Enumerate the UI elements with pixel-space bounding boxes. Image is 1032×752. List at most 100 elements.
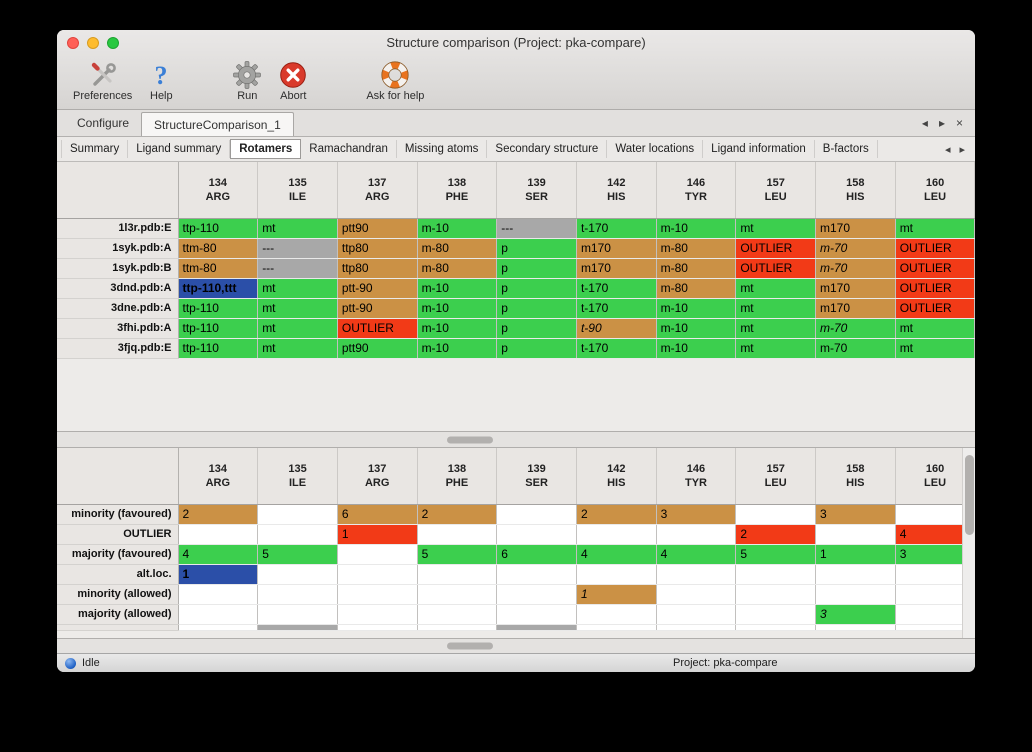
rotamer-cell[interactable]: mt xyxy=(257,318,338,339)
rotamer-cell[interactable]: OUTLIER xyxy=(895,298,975,319)
rotamer-cell[interactable]: m-10 xyxy=(417,218,498,239)
rotamer-cell[interactable]: mt xyxy=(257,338,338,359)
vertical-scrollbar[interactable] xyxy=(962,448,975,638)
row-label[interactable]: OUTLIER xyxy=(57,524,179,545)
count-cell[interactable]: 1 xyxy=(337,524,418,545)
rotamer-cell[interactable]: m170 xyxy=(815,278,896,299)
rotamer-cell[interactable]: p xyxy=(496,318,577,339)
count-cell[interactable] xyxy=(496,564,577,585)
count-cell[interactable] xyxy=(257,584,338,605)
rotamer-cell[interactable]: ttp-110 xyxy=(178,318,259,339)
count-cell[interactable] xyxy=(417,584,498,605)
rotamer-cell[interactable]: --- xyxy=(257,258,338,279)
row-label[interactable]: 3dnd.pdb:A xyxy=(57,278,179,299)
row-label[interactable]: 1l3r.pdb:E xyxy=(57,218,179,239)
column-header[interactable]: 134 ARG xyxy=(178,448,259,505)
rotamer-cell[interactable]: t-90 xyxy=(576,318,657,339)
column-header[interactable]: 139 SER xyxy=(496,162,577,219)
rotamer-cell[interactable]: ttp-110 xyxy=(178,338,259,359)
count-cell[interactable] xyxy=(337,564,418,585)
count-cell[interactable]: 5 xyxy=(257,544,338,565)
tab-rotamers[interactable]: Rotamers xyxy=(230,139,302,159)
rotamer-cell[interactable]: m-70 xyxy=(815,318,896,339)
next-subtab-icon[interactable]: ▸ xyxy=(959,143,965,156)
rotamer-cell[interactable]: OUTLIER xyxy=(895,278,975,299)
row-label[interactable]: majority (allowed) xyxy=(57,604,179,625)
rotamer-cell[interactable]: t-170 xyxy=(576,278,657,299)
count-cell[interactable] xyxy=(417,564,498,585)
count-cell[interactable] xyxy=(895,604,975,625)
toolbar-abort-button[interactable]: Abort xyxy=(270,58,316,103)
column-header[interactable]: 146 TYR xyxy=(656,162,737,219)
column-header[interactable]: 138 PHE xyxy=(417,448,498,505)
column-header[interactable]: 158 HIS xyxy=(815,162,896,219)
count-cell[interactable] xyxy=(656,524,737,545)
rotamer-cell[interactable]: mt xyxy=(735,218,816,239)
rotamer-cell[interactable]: m-80 xyxy=(656,258,737,279)
rotamer-cell[interactable]: t-170 xyxy=(576,218,657,239)
tab-summary[interactable]: Summary xyxy=(61,140,129,158)
tab-secondary-structure[interactable]: Secondary structure xyxy=(487,140,608,158)
count-cell[interactable]: 4 xyxy=(178,544,259,565)
column-header[interactable]: 139 SER xyxy=(496,448,577,505)
rotamer-cell[interactable]: mt xyxy=(735,298,816,319)
column-header[interactable]: 146 TYR xyxy=(656,448,737,505)
rotamer-cell[interactable]: m-10 xyxy=(656,338,737,359)
rotamer-cell[interactable]: m170 xyxy=(815,298,896,319)
row-label[interactable]: 3fjq.pdb:E xyxy=(57,338,179,359)
count-cell[interactable] xyxy=(815,584,896,605)
row-label[interactable]: majority (favoured) xyxy=(57,544,179,565)
count-cell[interactable] xyxy=(735,584,816,605)
rotamer-cell[interactable]: mt xyxy=(257,218,338,239)
count-cell[interactable]: 6 xyxy=(496,544,577,565)
rotamer-cell[interactable]: m-80 xyxy=(656,278,737,299)
rotamer-cell[interactable]: m-80 xyxy=(417,258,498,279)
toolbar-help-button[interactable]: ? Help xyxy=(140,58,182,103)
column-header[interactable]: 158 HIS xyxy=(815,448,896,505)
count-cell[interactable] xyxy=(178,604,259,625)
rotamer-cell[interactable]: m170 xyxy=(576,258,657,279)
count-cell[interactable] xyxy=(815,524,896,545)
rotamer-cell[interactable]: OUTLIER xyxy=(735,238,816,259)
rotamer-cell[interactable]: m-10 xyxy=(417,298,498,319)
rotamer-cell[interactable]: p xyxy=(496,338,577,359)
rotamer-cell[interactable]: ttp-110 xyxy=(178,298,259,319)
count-cell[interactable]: 2 xyxy=(178,504,259,525)
count-cell[interactable] xyxy=(735,564,816,585)
rotamer-cell[interactable]: ttm-80 xyxy=(178,238,259,259)
count-cell[interactable]: 4 xyxy=(656,544,737,565)
count-cell[interactable] xyxy=(496,584,577,605)
tab-ligand-summary[interactable]: Ligand summary xyxy=(128,140,231,158)
count-cell[interactable] xyxy=(257,604,338,625)
count-cell[interactable]: 5 xyxy=(735,544,816,565)
rotamer-cell[interactable]: m-10 xyxy=(656,298,737,319)
toolbar-run-button[interactable]: Run xyxy=(224,58,270,103)
prev-subtab-icon[interactable]: ◂ xyxy=(944,143,951,156)
rotamer-cell[interactable]: OUTLIER xyxy=(895,238,975,259)
rotamer-cell[interactable]: mt xyxy=(257,278,338,299)
count-cell[interactable] xyxy=(337,584,418,605)
rotamer-cell[interactable]: --- xyxy=(496,218,577,239)
count-cell[interactable]: 2 xyxy=(735,524,816,545)
count-cell[interactable] xyxy=(496,504,577,525)
count-cell[interactable]: 3 xyxy=(815,604,896,625)
row-label[interactable]: 3dne.pdb:A xyxy=(57,298,179,319)
count-cell[interactable] xyxy=(337,544,418,565)
count-cell[interactable]: 5 xyxy=(417,544,498,565)
count-cell[interactable]: 1 xyxy=(815,544,896,565)
rotamer-cell[interactable]: ttp80 xyxy=(337,238,418,259)
rotamer-cell[interactable]: t-170 xyxy=(576,298,657,319)
rotamer-cell[interactable]: ttp80 xyxy=(337,258,418,279)
splitter-handle[interactable] xyxy=(447,436,493,443)
count-cell[interactable] xyxy=(656,584,737,605)
count-cell[interactable] xyxy=(735,604,816,625)
column-header[interactable]: 138 PHE xyxy=(417,162,498,219)
minimize-button[interactable] xyxy=(87,37,99,49)
count-cell[interactable] xyxy=(895,564,975,585)
row-label[interactable]: minority (allowed) xyxy=(57,584,179,605)
rotamer-cell[interactable]: m170 xyxy=(815,218,896,239)
column-header[interactable]: 142 HIS xyxy=(576,162,657,219)
row-label[interactable]: minority (favoured) xyxy=(57,504,179,525)
row-label[interactable]: 1syk.pdb:B xyxy=(57,258,179,279)
rotamer-cell[interactable]: p xyxy=(496,278,577,299)
